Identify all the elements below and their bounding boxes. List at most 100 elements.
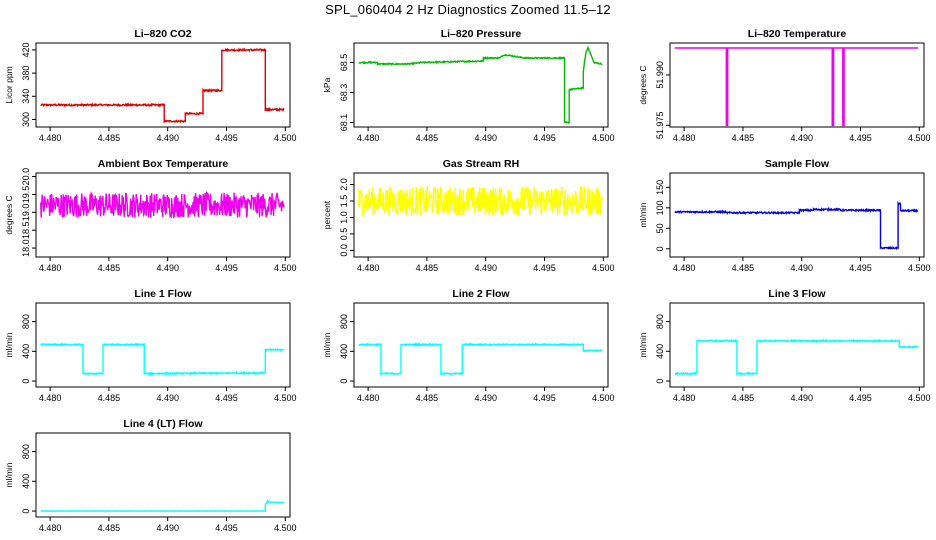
x-tick-label: 4.495 xyxy=(215,263,238,273)
panel-title: Li–820 Pressure xyxy=(441,28,522,40)
panel-5: Gas Stream RH 4.480 4.485 4.490 4.495 4.500 0.… xyxy=(322,158,615,273)
panel-2: Li–820 Pressure 4.480 4.485 4.490 4.495 4.500… xyxy=(322,28,615,143)
plot-frame xyxy=(35,432,291,518)
x-tick-label: 4.495 xyxy=(533,263,556,273)
plot-frame xyxy=(35,172,291,258)
y-axis-label: ml/min xyxy=(322,332,332,357)
x-tick-label: 4.480 xyxy=(39,393,62,403)
x-tick-label: 4.480 xyxy=(357,393,380,403)
plot-frame xyxy=(669,172,925,258)
series-line xyxy=(358,342,603,377)
series-line xyxy=(40,47,285,124)
series-line xyxy=(358,185,603,218)
plot-frame xyxy=(35,302,291,388)
x-tick-label: 4.480 xyxy=(39,523,62,533)
plot-frame xyxy=(353,42,609,128)
y-tick-label: 400 xyxy=(21,344,31,359)
x-tick-label: 4.500 xyxy=(274,133,297,143)
plot-frame xyxy=(669,42,925,128)
x-tick-label: 4.485 xyxy=(732,393,755,403)
y-tick-label: 18.0 xyxy=(21,239,31,257)
x-tick-label: 4.485 xyxy=(416,133,439,143)
x-tick-label: 4.480 xyxy=(357,133,380,143)
y-axis-label: degrees C xyxy=(4,195,14,234)
panel-6: Sample Flow 4.480 4.485 4.490 4.495 4.500 0 50 1… xyxy=(638,158,931,273)
y-tick-label: 51.990 xyxy=(655,61,665,89)
series-line xyxy=(40,190,285,219)
panel-8: Line 2 Flow 4.480 4.485 4.490 4.495 4.500 0 400… xyxy=(322,288,615,403)
x-tick-label: 4.495 xyxy=(533,133,556,143)
panel-title: Ambient Box Temperature xyxy=(98,158,229,170)
y-tick-label: 20.0 xyxy=(21,168,31,186)
y-tick-label: 0 xyxy=(339,379,349,384)
panel-title: Li–820 CO2 xyxy=(134,28,191,40)
x-tick-label: 4.490 xyxy=(156,523,179,533)
x-tick-label: 4.485 xyxy=(98,393,121,403)
x-tick-label: 4.485 xyxy=(732,133,755,143)
y-tick-label: 380 xyxy=(21,66,31,81)
x-tick-label: 4.495 xyxy=(215,523,238,533)
x-tick-label: 4.485 xyxy=(98,133,121,143)
y-tick-label: 18.5 xyxy=(21,221,31,239)
x-tick-label: 4.495 xyxy=(849,393,872,403)
y-tick-label: 0 xyxy=(655,246,665,251)
plot-frame xyxy=(353,302,609,388)
x-tick-label: 4.500 xyxy=(592,133,615,143)
y-tick-label: 0.5 xyxy=(339,228,349,241)
x-tick-label: 4.500 xyxy=(274,523,297,533)
x-tick-label: 4.500 xyxy=(908,133,931,143)
x-tick-label: 4.490 xyxy=(474,133,497,143)
x-tick-label: 4.485 xyxy=(416,263,439,273)
y-tick-label: 1.0 xyxy=(339,211,349,224)
y-tick-label: 19.5 xyxy=(21,186,31,204)
panel-4: Ambient Box Temperature 4.480 4.485 4.490 4.… xyxy=(4,158,297,273)
y-tick-label: 68.5 xyxy=(339,54,349,72)
x-tick-label: 4.500 xyxy=(274,393,297,403)
y-tick-label: 0 xyxy=(21,379,31,384)
x-tick-label: 4.490 xyxy=(790,393,813,403)
y-axis-label: ml/min xyxy=(638,332,648,357)
x-tick-label: 4.500 xyxy=(908,393,931,403)
y-tick-label: 400 xyxy=(655,344,665,359)
y-tick-label: 300 xyxy=(21,112,31,127)
panel-1: Li–820 CO2 4.480 4.485 4.490 4.495 4.500 300 34… xyxy=(4,28,297,143)
y-axis-label: Licor ppm xyxy=(4,66,14,103)
y-tick-label: 0 xyxy=(21,509,31,514)
y-axis-label: ml/min xyxy=(638,202,648,227)
x-tick-label: 4.490 xyxy=(156,263,179,273)
y-tick-label: 0 xyxy=(655,379,665,384)
panel-7: Line 1 Flow 4.480 4.485 4.490 4.495 4.500 0 400… xyxy=(4,288,297,403)
x-tick-label: 4.480 xyxy=(39,133,62,143)
series-line xyxy=(40,499,285,512)
y-tick-label: 68.3 xyxy=(339,84,349,102)
panel-title: Line 1 Flow xyxy=(134,288,192,300)
panel-title: Li–820 Temperature xyxy=(748,28,847,40)
panel-title: Sample Flow xyxy=(765,158,830,170)
y-tick-label: 0.0 xyxy=(339,244,349,257)
x-tick-label: 4.500 xyxy=(274,263,297,273)
y-tick-label: 1.5 xyxy=(339,195,349,208)
plot-frame xyxy=(669,302,925,388)
x-tick-label: 4.485 xyxy=(98,523,121,533)
x-tick-label: 4.495 xyxy=(533,393,556,403)
plot-frame xyxy=(353,172,609,258)
x-tick-label: 4.490 xyxy=(156,393,179,403)
y-axis-label: ml/min xyxy=(4,462,14,487)
y-tick-label: 340 xyxy=(21,89,31,104)
panel-title: Line 4 (LT) Flow xyxy=(123,418,203,430)
series-line xyxy=(358,45,603,125)
x-tick-label: 4.500 xyxy=(592,263,615,273)
x-tick-label: 4.495 xyxy=(215,133,238,143)
x-tick-label: 4.495 xyxy=(215,393,238,403)
y-tick-label: 800 xyxy=(339,314,349,329)
y-tick-label: 100 xyxy=(655,200,665,215)
y-tick-label: 68.1 xyxy=(339,114,349,132)
series-line xyxy=(674,338,919,377)
panel-title: Line 3 Flow xyxy=(768,288,826,300)
panel-9: Line 3 Flow 4.480 4.485 4.490 4.495 4.500 0 400… xyxy=(638,288,931,403)
x-tick-label: 4.480 xyxy=(673,263,696,273)
y-tick-label: 19.0 xyxy=(21,204,31,222)
y-tick-label: 800 xyxy=(21,444,31,459)
